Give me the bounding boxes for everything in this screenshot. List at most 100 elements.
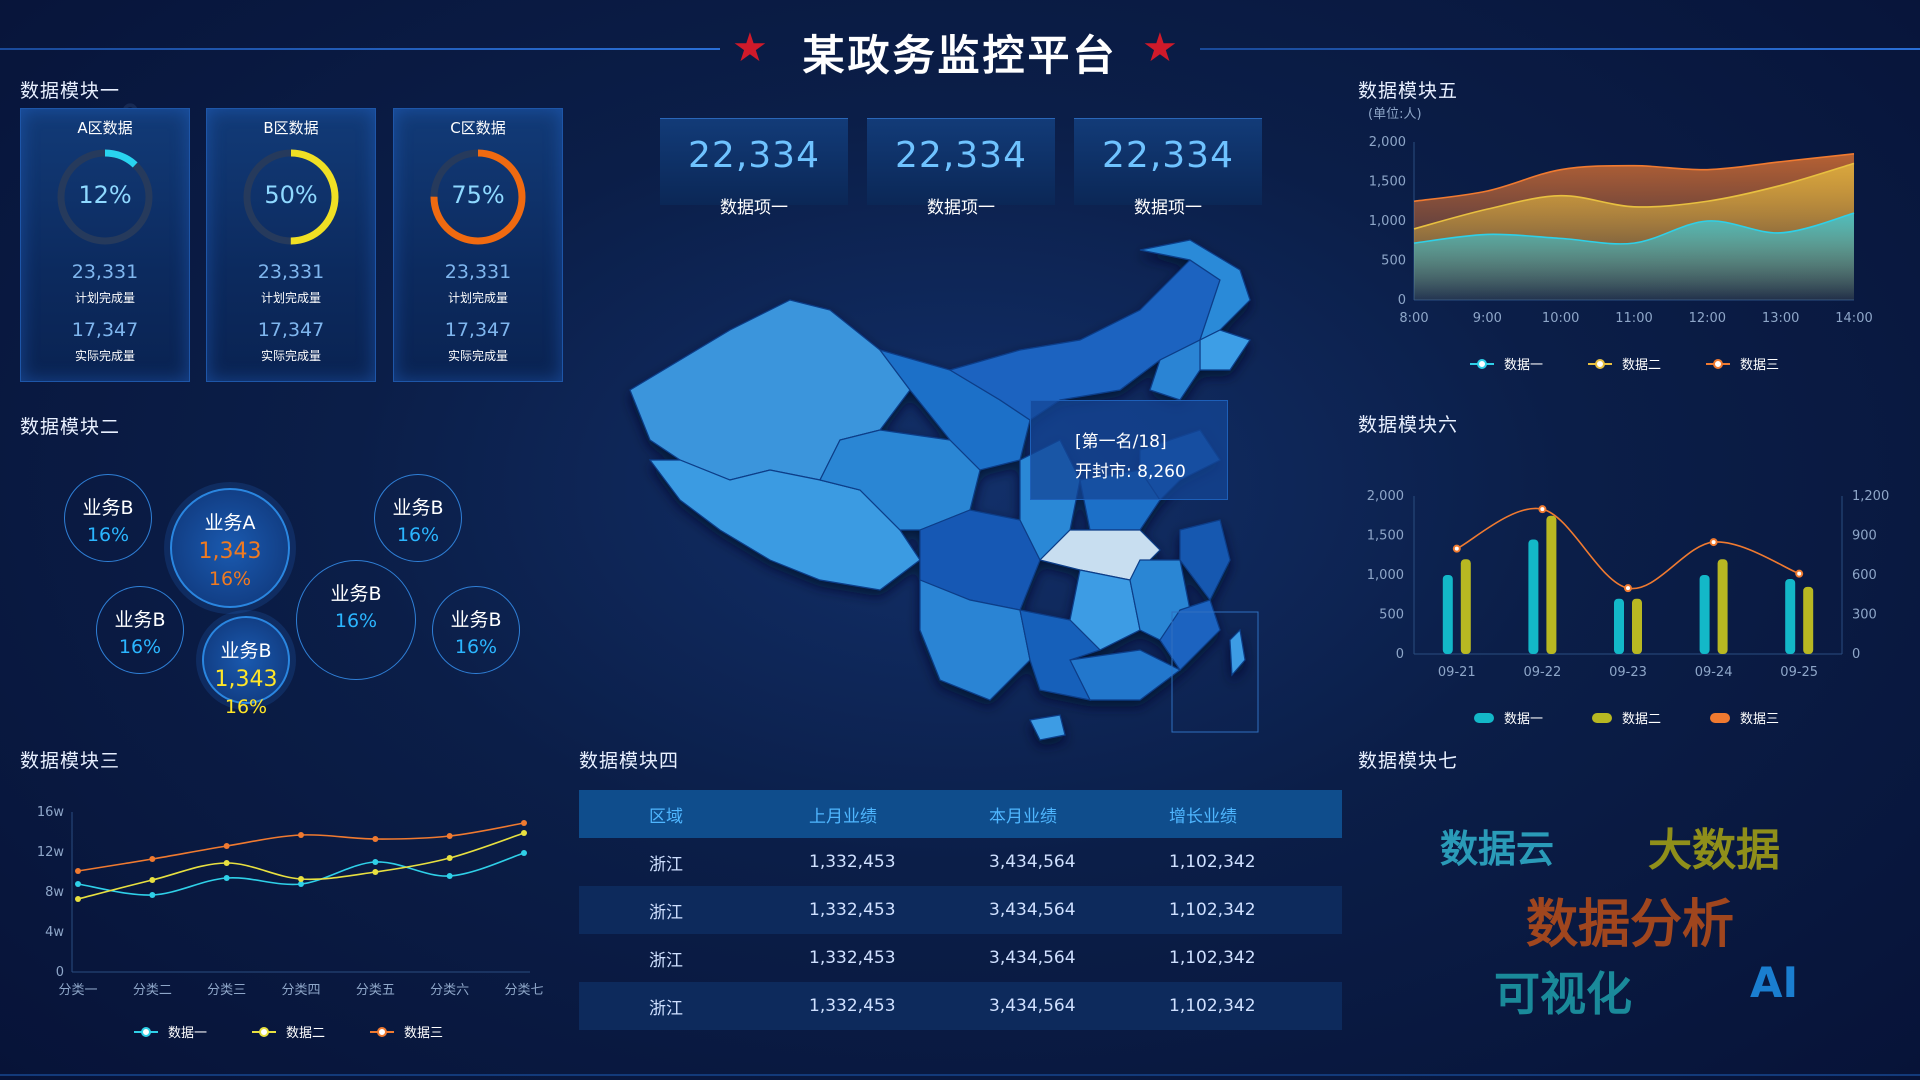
legend-label: 数据一: [1504, 358, 1543, 373]
data-point: [223, 860, 230, 866]
bubble-label: 业务B: [392, 497, 444, 519]
page-title: 某政务监控平台: [802, 31, 1118, 80]
y-tick-label: 1,500: [1369, 175, 1406, 190]
business-bubble[interactable]: 业务B 16%: [432, 586, 520, 674]
data-point: [149, 892, 156, 898]
map-region-hunan: [1069, 569, 1141, 651]
table-cell: 1,332,453: [809, 996, 896, 1016]
card-title: A区数据: [77, 119, 133, 137]
star-icon: ★: [1142, 25, 1178, 71]
legend-label: 数据一: [1504, 712, 1543, 727]
zone-card: C区数据 75% 23,331 计划完成量 17,347 实际完成量: [393, 108, 563, 382]
series-line: [77, 852, 525, 896]
data-point: [1624, 584, 1632, 593]
ring-percent: 75%: [451, 181, 505, 209]
y2-tick-label: 900: [1852, 529, 1877, 544]
kpi-value: 22,334: [688, 135, 820, 176]
module4-title: 数据模块四: [579, 750, 680, 772]
map-region-hainan: [1029, 714, 1066, 741]
series-line: [1413, 153, 1855, 203]
progress-arc: [57, 149, 153, 245]
kpi-value: 22,334: [1102, 135, 1234, 176]
table-cell: 浙江: [649, 854, 683, 875]
x-tick-label: 09-21: [1438, 665, 1476, 680]
table-cell: 1,332,453: [809, 948, 896, 968]
series-line: [77, 822, 525, 872]
business-bubble[interactable]: 业务B 1,343 16%: [202, 616, 290, 718]
module1-title: 数据模块一: [20, 80, 121, 102]
business-bubble[interactable]: 业务A 1,343 16%: [170, 488, 290, 608]
bar: [1546, 515, 1557, 654]
x-tick-label: 分类二: [133, 983, 172, 998]
table-cell: 3,434,564: [989, 948, 1076, 968]
y-tick-label: 8w: [45, 885, 64, 900]
data-point: [446, 873, 453, 879]
table-row[interactable]: 浙江 1,332,453 3,434,564 1,102,342: [579, 838, 1342, 886]
table-cell: 浙江: [649, 998, 683, 1019]
data-point: [75, 881, 81, 887]
table-cell: 浙江: [649, 902, 683, 923]
bubble-label: 业务A: [204, 512, 256, 534]
legend-label: 数据二: [1622, 712, 1661, 727]
legend-label: 数据二: [286, 1026, 325, 1041]
table-cell: 3,434,564: [989, 996, 1076, 1016]
data-point: [446, 833, 453, 839]
bubble-percent: 16%: [224, 696, 268, 718]
data-point: [75, 868, 81, 874]
business-bubble[interactable]: 业务B 16%: [374, 474, 462, 562]
progress-ring: [57, 149, 153, 245]
legend-marker: [1592, 713, 1612, 723]
bubble-percent: 16%: [454, 636, 498, 658]
bubble-label: 业务B: [114, 609, 166, 631]
table-cell: 1,332,453: [809, 900, 896, 920]
progress-ring: [243, 149, 339, 245]
x-tick-label: 8:00: [1399, 311, 1428, 326]
x-tick-label: 13:00: [1762, 311, 1799, 326]
map-region-liaoning: [1149, 339, 1201, 401]
map-region-jilin: [1199, 329, 1251, 371]
kpi-label: 数据项一: [927, 198, 995, 218]
kpi-card: 22,334 数据项一: [1074, 118, 1262, 218]
bar: [1632, 598, 1642, 654]
table-cell: 1,102,342: [1169, 852, 1256, 872]
kpi-value: 22,334: [895, 135, 1027, 176]
x-tick-label: 9:00: [1473, 311, 1502, 326]
bubble-label: 业务B: [220, 640, 272, 662]
map-tooltip: [第一名/18] 开封市: 8,260: [1030, 400, 1228, 500]
table-row[interactable]: 浙江 1,332,453 3,434,564 1,102,342: [579, 934, 1342, 982]
map-region-tibet: [648, 459, 921, 591]
column-header: 本月业绩: [989, 806, 1057, 827]
bubble-percent: 16%: [396, 524, 440, 546]
business-bubble[interactable]: 业务B 16%: [296, 560, 416, 680]
plan-value: 23,331: [257, 261, 325, 283]
progress-ring: [430, 149, 526, 245]
data-point: [1709, 538, 1718, 547]
plan-label: 计划完成量: [74, 291, 135, 305]
kpi-label: 数据项一: [1134, 198, 1202, 218]
data-point: [521, 830, 527, 836]
legend-marker: [1477, 359, 1487, 369]
table-row[interactable]: 浙江 1,332,453 3,434,564 1,102,342: [579, 886, 1342, 934]
business-bubble[interactable]: 业务B 16%: [64, 474, 152, 562]
y-tick-label: 4w: [45, 925, 64, 940]
kpi-card: 22,334 数据项一: [867, 118, 1055, 218]
data-point: [75, 896, 81, 902]
bubble-percent: 16%: [208, 568, 252, 590]
y2-tick-label: 300: [1852, 608, 1877, 623]
y-tick-label: 2,000: [1367, 489, 1404, 504]
x-tick-label: 09-24: [1695, 665, 1733, 680]
table-cell: 1,102,342: [1169, 900, 1256, 920]
word-cloud-item: 大数据: [1648, 825, 1780, 876]
actual-value: 17,347: [257, 319, 325, 341]
actual-value: 17,347: [71, 319, 139, 341]
word-cloud-item: 数据分析: [1526, 895, 1735, 955]
table-header: 区域 上月业绩 本月业绩 增长业绩: [579, 790, 1342, 838]
plan-label: 计划完成量: [260, 291, 321, 305]
table-row[interactable]: 浙江 1,332,453 3,434,564 1,102,342: [579, 982, 1342, 1030]
kpi-card: 22,334 数据项一: [660, 118, 848, 218]
business-bubble[interactable]: 业务B 16%: [96, 586, 184, 674]
legend-label: 数据二: [1622, 358, 1661, 373]
bar: [1442, 575, 1453, 654]
header-line-left: [0, 48, 720, 50]
data-point: [223, 843, 230, 849]
